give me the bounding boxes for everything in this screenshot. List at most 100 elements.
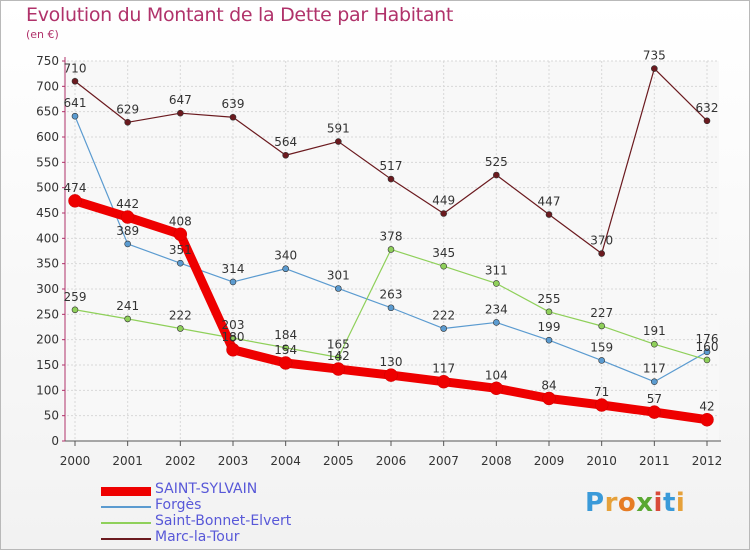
- data-label: 301: [327, 268, 350, 282]
- logo-letter: i: [675, 488, 686, 518]
- y-tick-label: 650: [36, 105, 59, 119]
- data-label: 57: [647, 392, 662, 406]
- data-point: [387, 246, 395, 253]
- data-label: 117: [432, 362, 455, 376]
- data-label: 340: [274, 249, 297, 263]
- data-point: [124, 315, 131, 323]
- x-tick-label: 2006: [376, 454, 407, 468]
- data-point: [700, 412, 714, 427]
- legend-label: Forgès: [155, 497, 202, 513]
- data-label: 104: [485, 368, 508, 382]
- data-label: 184: [274, 328, 297, 342]
- y-tick-label: 50: [44, 409, 59, 423]
- data-label: 408: [169, 214, 192, 228]
- y-tick-label: 100: [36, 383, 59, 397]
- data-label: 241: [116, 299, 139, 313]
- data-label: 159: [590, 340, 613, 354]
- data-point: [177, 259, 184, 267]
- data-point: [651, 340, 658, 348]
- x-tick-label: 2000: [60, 454, 91, 468]
- data-point: [229, 278, 237, 286]
- logo-letter: r: [604, 488, 618, 518]
- data-label: 222: [169, 309, 192, 323]
- data-point: [177, 325, 184, 332]
- data-label: 263: [380, 288, 403, 302]
- data-label: 259: [64, 290, 87, 304]
- data-point: [436, 374, 451, 389]
- data-label: 735: [643, 49, 666, 63]
- x-tick-label: 2012: [692, 454, 723, 468]
- data-label: 314: [222, 262, 245, 276]
- data-point: [335, 138, 342, 145]
- logo-letter: i: [653, 488, 663, 518]
- data-point: [489, 381, 504, 396]
- y-tick-label: 200: [36, 333, 59, 347]
- data-point: [647, 405, 662, 419]
- data-point: [278, 356, 293, 370]
- data-point: [282, 151, 289, 159]
- data-point: [124, 119, 131, 126]
- data-point: [71, 112, 79, 120]
- x-tick-label: 2010: [586, 454, 617, 468]
- x-tick-label: 2011: [639, 454, 670, 468]
- data-point: [545, 308, 553, 316]
- data-label: 351: [169, 243, 192, 257]
- data-label: 370: [590, 234, 613, 248]
- data-point: [493, 171, 500, 179]
- data-point: [440, 210, 447, 217]
- data-label: 525: [485, 155, 508, 169]
- legend-label: SAINT-SYLVAIN: [155, 481, 258, 497]
- y-tick-label: 700: [36, 79, 59, 93]
- data-label: 222: [432, 309, 455, 323]
- data-point: [493, 280, 500, 287]
- y-tick-label: 750: [36, 54, 59, 68]
- data-point: [335, 354, 342, 361]
- legend-swatch: [101, 522, 151, 524]
- data-point: [440, 262, 447, 270]
- legend-swatch: [101, 538, 151, 540]
- data-point: [68, 194, 82, 208]
- legend-label: Saint-Bonnet-Elvert: [155, 513, 292, 529]
- data-label: 160: [696, 340, 719, 354]
- data-point: [493, 319, 500, 326]
- data-point: [651, 378, 658, 386]
- data-label: 130: [380, 355, 403, 369]
- proxiti-logo: Proxiti: [585, 488, 685, 518]
- data-label: 203: [222, 318, 245, 332]
- data-point: [335, 285, 342, 292]
- data-point: [226, 343, 240, 357]
- data-label: 311: [485, 263, 508, 277]
- data-point: [598, 357, 605, 364]
- data-point: [177, 109, 184, 117]
- data-point: [229, 334, 237, 342]
- y-tick-label: 450: [36, 206, 59, 220]
- data-point: [703, 348, 711, 356]
- data-label: 180: [222, 330, 245, 344]
- data-label: 389: [116, 224, 139, 238]
- x-tick-label: 2004: [270, 454, 301, 468]
- data-point: [542, 391, 556, 406]
- data-point: [598, 250, 605, 257]
- data-label: 442: [116, 197, 139, 211]
- data-label: 84: [541, 378, 556, 392]
- y-tick-label: 400: [36, 231, 59, 245]
- x-tick-label: 2003: [218, 454, 249, 468]
- data-label: 647: [169, 93, 192, 107]
- data-label: 632: [696, 101, 719, 115]
- data-point: [651, 65, 658, 72]
- data-label: 474: [64, 181, 87, 195]
- y-tick-label: 600: [36, 130, 59, 144]
- logo-letter: x: [636, 488, 654, 518]
- y-tick-label: 350: [36, 257, 59, 271]
- chart-subtitle: (en €): [26, 28, 59, 41]
- data-label: 165: [327, 337, 350, 351]
- data-point: [545, 211, 553, 218]
- data-label: 255: [538, 292, 561, 306]
- data-point: [173, 227, 188, 242]
- data-label: 710: [64, 61, 87, 75]
- x-tick-label: 2009: [534, 454, 565, 468]
- data-point: [384, 368, 398, 382]
- data-label: 449: [432, 194, 455, 208]
- data-label: 142: [327, 349, 350, 363]
